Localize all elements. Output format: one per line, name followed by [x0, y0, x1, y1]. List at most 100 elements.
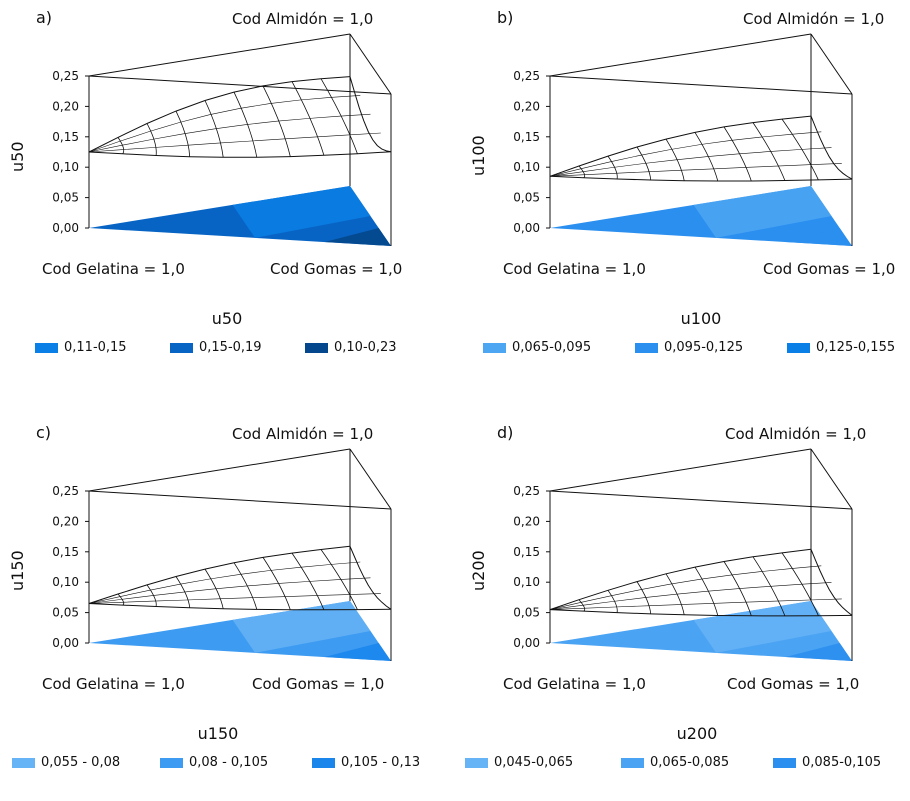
y-tick-label: 0,20: [52, 514, 79, 528]
chart-panel-a: 0,25 0,20 0,15 0,10 0,05 0,00 a) Cod Almidón …: [0, 0, 455, 386]
panel-label: c): [36, 423, 52, 442]
surface-rim: [88, 545, 351, 604]
y-axis-title: u100: [469, 135, 488, 176]
y-tick-label: 0,20: [52, 99, 79, 113]
corner-label-left: Cod Gelatina = 1,0: [503, 675, 646, 693]
surface-rib: [723, 561, 752, 616]
surface-rib: [694, 132, 719, 182]
surface-rib: [665, 573, 685, 615]
prism-edge: [88, 448, 351, 492]
surface-line: [549, 598, 842, 610]
legend-swatch: [465, 757, 488, 768]
y-tick-label: 0,25: [513, 484, 540, 498]
chart-plot-a: 0,25 0,20 0,15 0,10 0,05 0,00: [52, 33, 392, 246]
chart-plot-d: 0,25 0,20 0,15 0,10 0,05 0,00: [513, 448, 853, 661]
y-tick-label: 0,05: [52, 606, 79, 620]
legend-label: 0,08 - 0,105: [189, 755, 269, 770]
corner-label-right: Cod Gomas = 1,0: [763, 260, 896, 278]
legend-swatch: [35, 342, 58, 353]
corner-label-right: Cod Gomas = 1,0: [252, 675, 385, 693]
y-tick-label: 0,25: [52, 484, 79, 498]
prism-edge: [549, 75, 853, 95]
surface-rim: [549, 115, 812, 177]
surface-rib: [117, 137, 125, 155]
prism-edge: [349, 448, 392, 510]
legend-swatch: [312, 757, 335, 768]
legend-swatch: [12, 757, 35, 768]
prism-edge: [88, 33, 351, 77]
floor-band: [693, 601, 832, 653]
floor-band: [324, 228, 391, 246]
surface-rib: [146, 584, 157, 607]
surface-line: [549, 582, 832, 610]
y-tick-label: 0,10: [513, 575, 540, 589]
floor-band: [232, 186, 371, 238]
corner-label-left: Cod Gelatina = 1,0: [42, 260, 185, 278]
corner-label-top: Cod Almidón = 1,0: [232, 425, 374, 443]
surface-rim: [549, 548, 812, 611]
legend-item: 0,085-0,105: [773, 755, 881, 770]
legend-label: 0,11-0,15: [64, 340, 127, 355]
legend-swatch: [635, 342, 658, 353]
legend-swatch: [621, 757, 644, 768]
y-tick-label: 0,25: [513, 69, 540, 83]
legend-label: 0,15-0,19: [199, 340, 262, 355]
legend-item: 0,055 - 0,08: [12, 755, 120, 770]
floor-band: [693, 186, 832, 238]
legend-swatch: [305, 342, 328, 353]
surface-rib: [204, 100, 224, 158]
surface-line: [549, 131, 822, 177]
corner-label-left: Cod Gelatina = 1,0: [503, 260, 646, 278]
surface-rib: [117, 593, 125, 606]
legend-label: 0,105 - 0,13: [341, 755, 421, 770]
prism-edge: [88, 75, 392, 95]
y-tick-label: 0,05: [513, 606, 540, 620]
legend-swatch: [773, 757, 796, 768]
legend-item: 0,105 - 0,13: [312, 755, 420, 770]
legend-label: 0,065-0,095: [512, 340, 592, 355]
legend-title: u50: [211, 309, 243, 328]
surface-rib: [175, 110, 191, 157]
floor-band: [324, 643, 391, 661]
surface-rib: [607, 590, 618, 613]
floor-band: [785, 228, 852, 246]
panel-label: b): [497, 8, 514, 27]
surface-rib: [694, 566, 719, 616]
surface-rib: [233, 91, 258, 158]
surface-line: [88, 593, 381, 604]
surface-rib: [781, 118, 819, 181]
y-tick-label: 0,15: [513, 545, 540, 559]
surface-rib: [578, 165, 586, 179]
y-axis-title: u200: [469, 550, 488, 591]
surface-front-edge: [88, 151, 392, 158]
legend-item: 0,065-0,095: [483, 340, 591, 355]
legend-label: 0,055 - 0,08: [41, 755, 121, 770]
y-tick-label: 0,10: [52, 575, 79, 589]
y-tick-label: 0,20: [513, 99, 540, 113]
surface-rib: [636, 146, 652, 181]
legend-swatch: [160, 757, 183, 768]
y-tick-label: 0,20: [513, 514, 540, 528]
surface-line: [549, 163, 842, 177]
surface-rib: [262, 85, 291, 157]
surface-line: [88, 95, 361, 153]
surface-rib: [607, 155, 618, 180]
legend-label: 0,065-0,085: [650, 755, 730, 770]
legend-item: 0,065-0,085: [621, 755, 729, 770]
chart-plot-b: 0,25 0,20 0,15 0,10 0,05 0,00: [513, 33, 853, 246]
corner-label-left: Cod Gelatina = 1,0: [42, 675, 185, 693]
surface-front-edge: [549, 175, 853, 182]
surface-line: [88, 132, 381, 153]
surface-rib: [146, 123, 157, 156]
corner-label-top: Cod Almidón = 1,0: [743, 10, 885, 28]
y-tick-label: 0,05: [52, 191, 79, 205]
floor-band: [232, 601, 371, 653]
y-tick-label: 0,00: [52, 221, 79, 235]
chart-panel-c: 0,25 0,20 0,15 0,10 0,05 0,00 c) Cod Almidón …: [0, 415, 455, 801]
y-axis-title: u50: [8, 141, 27, 173]
prism-edge: [549, 490, 853, 510]
y-tick-label: 0,25: [52, 69, 79, 83]
surface-line: [549, 565, 822, 610]
chart-plot-c: 0,25 0,20 0,15 0,10 0,05 0,00: [52, 448, 392, 661]
y-tick-label: 0,00: [513, 221, 540, 235]
